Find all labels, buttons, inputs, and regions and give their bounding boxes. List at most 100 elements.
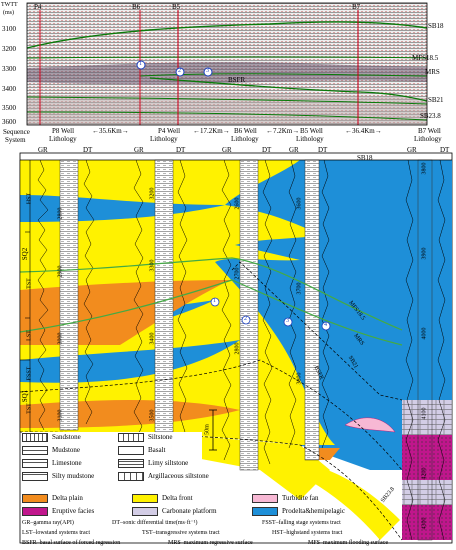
- gr-curve-p4: [133, 159, 144, 441]
- legend-lith-label: Mudstone: [52, 446, 80, 454]
- legend-lith-label: Basalt: [148, 446, 166, 454]
- well-gr-b5: GR: [289, 146, 299, 154]
- legend-facies-label: Delta plain: [52, 494, 83, 502]
- depth-label: 2800: [234, 342, 241, 355]
- seismic-circle-2: [175, 67, 185, 77]
- depth-label: 3100: [57, 409, 64, 422]
- dt-curve-p8: [83, 159, 95, 425]
- facies-turbidite-fan: [344, 417, 396, 433]
- well-lith-p8: Lithology: [49, 135, 77, 143]
- well-gr-b7: GR: [407, 146, 417, 154]
- depth-label: 3900: [421, 247, 428, 260]
- seismic-tick: 3400: [2, 85, 16, 93]
- b7-eruptive: [402, 435, 452, 480]
- depth-label: 2900: [57, 265, 64, 278]
- delta-front-swatch: [132, 494, 158, 503]
- siltstone-swatch: [118, 433, 144, 442]
- abbrev-bsfr: BSFR–basal surface of forced regression: [22, 540, 121, 546]
- abbrev-dt: DT–sonic differential time(ms·ft⁻¹): [112, 520, 198, 526]
- abbrev-mfs: MFS–maximum flooding surface: [308, 540, 388, 546]
- dt-curve-b6: [262, 159, 273, 465]
- seismic-well-label: B7: [352, 3, 361, 11]
- gr-curve-b6: [221, 159, 232, 461]
- sequence-label-sq2: SQ2: [21, 247, 29, 261]
- seismic-surface-label: MRS: [425, 68, 440, 76]
- distance-label: 35.6Km: [99, 127, 122, 135]
- system-label-lst: LST: [26, 330, 33, 341]
- section-surface-label: SB18: [357, 154, 373, 162]
- well-dt-b7: DT: [440, 146, 450, 154]
- surface-mrs: [139, 73, 428, 77]
- distance-label: 17.2Km: [200, 127, 223, 135]
- seismic-circle-label: 1: [139, 61, 142, 67]
- eruptive-facies-swatch: [22, 507, 48, 516]
- surface-bsfr: [149, 77, 428, 102]
- section-circle-2: [241, 315, 251, 325]
- system-label-hst: HST: [26, 192, 33, 205]
- legend-lith-label: Argillaceous siltstone: [148, 472, 209, 480]
- section-circle-label: 3: [286, 318, 289, 324]
- legend-lith-label: Limy siltstone: [148, 459, 189, 467]
- well-lith-p4: Lithology: [150, 135, 178, 143]
- distance-label: 7.2Km: [273, 127, 293, 135]
- seismic-tick: 3300: [2, 65, 16, 73]
- seismic-well-label: B5: [172, 3, 181, 11]
- surface-mfs-line: [19, 257, 403, 331]
- seismic-axis-unit: (ms): [3, 10, 14, 16]
- seismic-circle-3: [203, 67, 213, 77]
- system-label-tst: TST: [26, 278, 33, 289]
- depth-label: 2600: [234, 197, 241, 210]
- abbrev-mrs: MRS–maximum regressive surface: [168, 540, 253, 546]
- well-name-p8: P8 Well: [52, 127, 75, 135]
- seismic-tick: 3600: [2, 118, 16, 126]
- depth-label: 3800: [421, 162, 428, 175]
- seismic-circle-label: 2: [178, 68, 181, 74]
- well-dt-b6: DT: [262, 146, 272, 154]
- abbrev-tst: TST–transgressive systems tract: [142, 530, 220, 536]
- well-lith-b6: Lithology: [231, 135, 259, 143]
- depth-label: 3700: [296, 282, 303, 295]
- b7-prodelta: [402, 160, 452, 435]
- b7-carbonate: [402, 400, 452, 435]
- system-label-tst-lower: TST: [26, 403, 33, 414]
- lith-column-b5: [304, 159, 320, 461]
- dt-curve-p4: [177, 159, 188, 449]
- section-circle-label: 1: [213, 298, 216, 304]
- section-circle-label: 2: [244, 316, 247, 322]
- well-name-b5: B5 Well: [300, 127, 323, 135]
- dt-curve-b5: [321, 159, 330, 449]
- well-name-p4: P4 Well: [158, 127, 181, 135]
- legend-facies-label: Eruptive facies: [52, 507, 95, 515]
- sandstone-swatch: [22, 433, 48, 442]
- well-lith-b7: Lithology: [414, 135, 442, 143]
- depth-label: 3300: [149, 259, 156, 272]
- gr-curve-p8: [37, 159, 49, 431]
- distance-p8-p4: ←35.6Km→: [92, 127, 129, 135]
- legend-facies-label: Prodelta&hemipelagic: [282, 507, 345, 515]
- abbrev-fsst: FSST–falling stage systems tract: [262, 520, 341, 526]
- well-dt-b5: DT: [318, 146, 328, 154]
- header-system: System: [5, 136, 26, 144]
- depth-label: 3400: [149, 332, 156, 345]
- well-gr-p8: GR: [38, 146, 48, 154]
- seismic-circle-1: [136, 60, 146, 70]
- delta-plain-swatch: [22, 494, 48, 503]
- seismic-surface-label: MFS18.5: [412, 54, 439, 62]
- limestone-swatch: [22, 459, 48, 468]
- seismic-strong-band: [27, 61, 427, 85]
- depth-label: 3500: [149, 409, 156, 422]
- well-name-b6: B6 Well: [234, 127, 257, 135]
- seismic-panel: [26, 2, 428, 126]
- depth-label: 2700: [234, 267, 241, 280]
- seismic-surface-label: SB21: [428, 96, 444, 104]
- legend-lith-label: Siltstone: [148, 433, 173, 441]
- seismic-surface-label: SB18: [428, 22, 444, 30]
- seismic-frame: [26, 2, 428, 126]
- abbrev-hst: HST–highstand systems tract: [272, 530, 343, 536]
- well-dt-p4: DT: [176, 146, 186, 154]
- gr-curve-b5: [288, 159, 297, 449]
- lithology-legend: Sandstone Siltstone Mudstone Basalt Lime…: [22, 432, 209, 492]
- depth-label: 3800: [296, 372, 303, 385]
- distance-p4-b6: ←17.2Km→: [193, 127, 230, 135]
